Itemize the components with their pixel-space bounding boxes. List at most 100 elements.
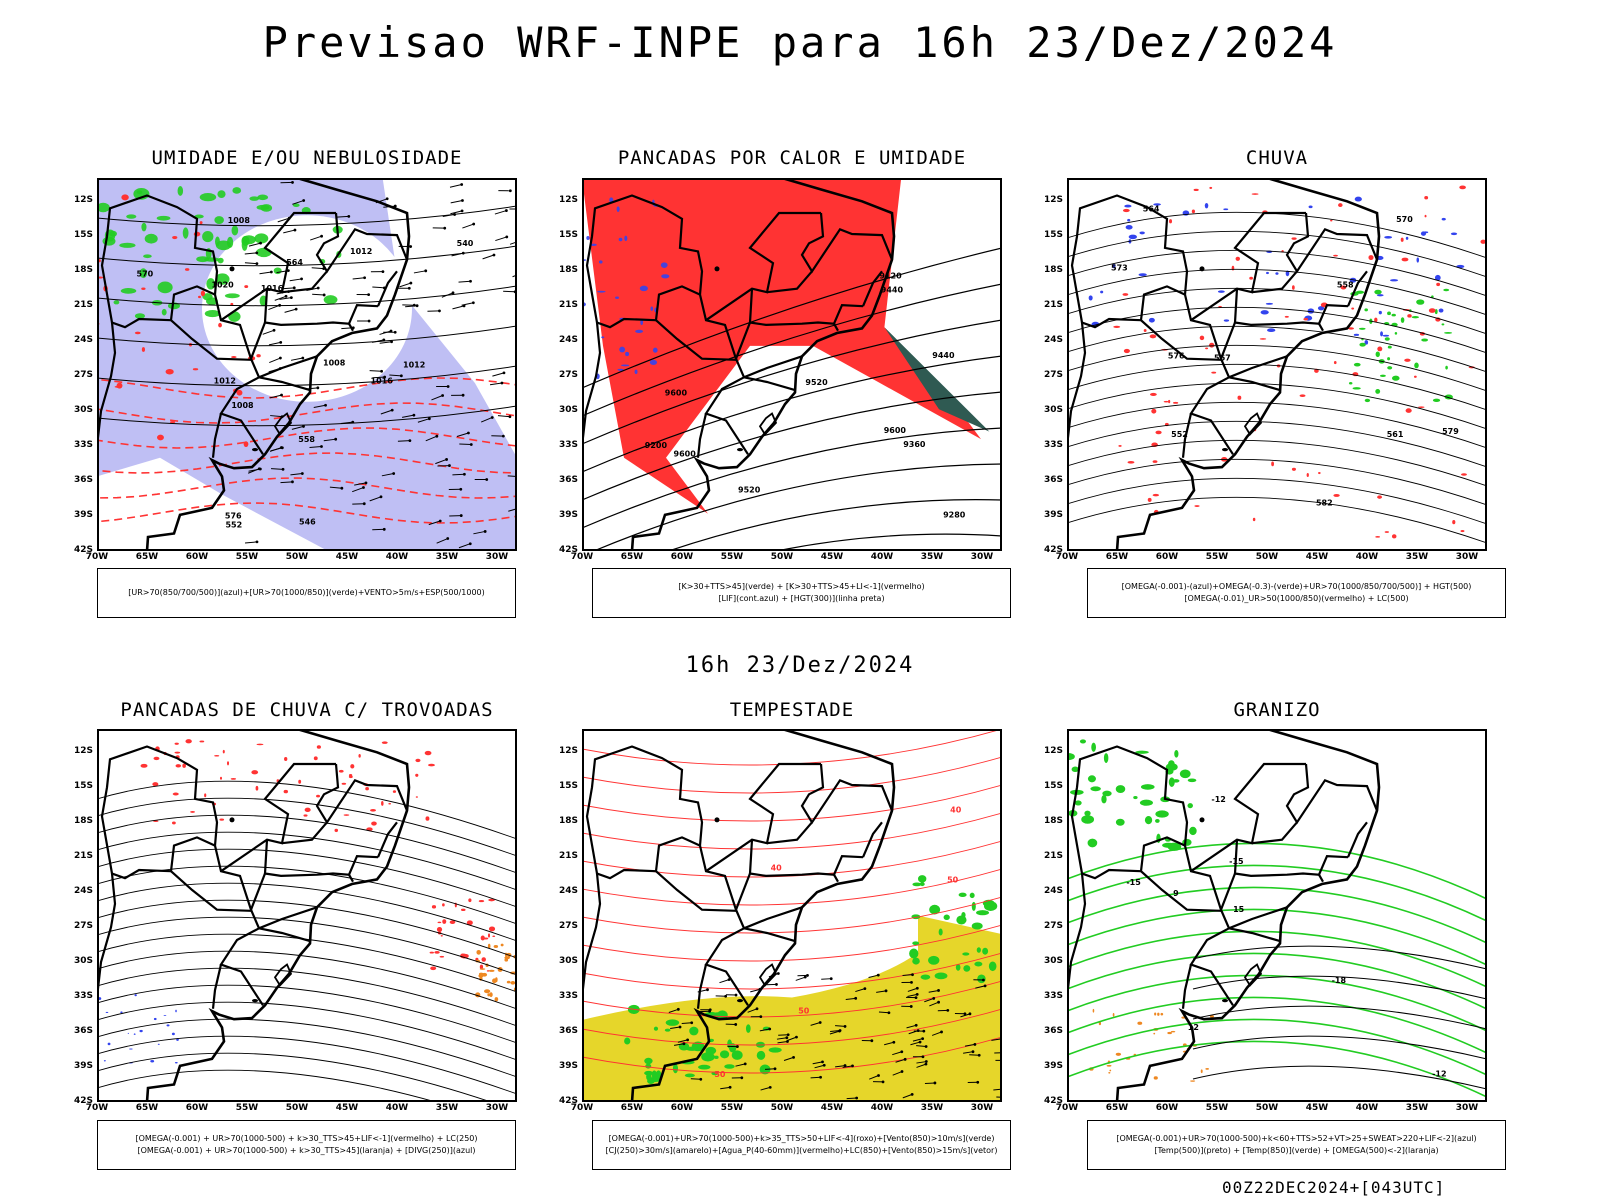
divergence-blue [150, 1060, 155, 1063]
omega-orange [1108, 1071, 1111, 1074]
omega-red [1211, 371, 1217, 374]
isobar [97, 285, 517, 307]
wind-vector [492, 372, 505, 377]
storm-red [140, 763, 148, 768]
wind850-green [655, 1070, 662, 1080]
wind-vector [783, 1056, 794, 1061]
lif-contour [650, 306, 654, 311]
legend-panel-2: [K>30+TTS>45](verde) + [K>30+TTS>45+LI<-… [592, 568, 1011, 618]
omega-red [1348, 327, 1354, 330]
hgt300-isoline [582, 283, 1002, 417]
storm-orange [487, 993, 491, 997]
temp850-green [1174, 750, 1179, 758]
wind-vector-head [792, 1056, 795, 1059]
streamline [97, 1035, 517, 1095]
omega-green [1364, 308, 1368, 312]
wind-vector [436, 538, 448, 544]
political-border [169, 285, 252, 361]
contour-label: 570 [137, 270, 154, 279]
political-border [348, 323, 354, 332]
omega-red [1333, 254, 1338, 257]
lif-contour [601, 336, 605, 339]
storm-orange [494, 997, 499, 1002]
red-contour-blob [192, 368, 199, 371]
storm-red [415, 796, 418, 798]
lon-label: 60W [1155, 1103, 1179, 1113]
omega-orange [1153, 1032, 1156, 1035]
map-frame [582, 729, 1002, 1102]
wind850-green [956, 915, 967, 925]
wind-vector-head [438, 309, 441, 313]
precip-water-isoline [582, 1008, 1002, 1046]
map-trovoadas [97, 729, 517, 1102]
storm-orange [504, 956, 510, 960]
coastline [145, 178, 411, 551]
temp500-isoline [1192, 1005, 1487, 1030]
lat-label: 36S [558, 1026, 578, 1037]
wind-vector-head [843, 1025, 847, 1028]
wind-vector-head [911, 973, 914, 977]
omega-red [1418, 406, 1425, 408]
lon-label: 65W [135, 552, 159, 562]
wind-vector-head [870, 1039, 874, 1043]
storm-red [341, 782, 347, 785]
wind-vector-head [903, 1057, 907, 1061]
lon-label: 30W [1455, 1103, 1479, 1113]
political-border [734, 322, 752, 360]
wind-vector [902, 1093, 913, 1099]
wind-vector [270, 447, 283, 452]
map-tempestade: 50 40 50 50 40 [582, 729, 1002, 1102]
green-contour-blob [139, 268, 148, 279]
wind-vector-head [415, 304, 419, 308]
omega-red [1377, 495, 1383, 499]
streamline [97, 780, 517, 840]
contour-label: -12 [1211, 795, 1225, 804]
storm-red [348, 773, 353, 777]
storm-red [478, 900, 485, 903]
omega-blue [1441, 217, 1446, 221]
omega-green [1387, 345, 1392, 349]
omega-red [1151, 408, 1157, 414]
wind-vector [379, 341, 392, 344]
omega-red [1436, 282, 1441, 287]
lake-marker [229, 266, 235, 272]
red-contour-blob [141, 287, 146, 290]
omega-red [1191, 209, 1196, 214]
wind-vector-head [855, 1096, 859, 1100]
wind-vector-head [876, 973, 880, 977]
wind-vector-head [292, 286, 296, 290]
wind-vector [369, 496, 382, 502]
storm-red [204, 793, 207, 798]
wind-vector-head [255, 540, 259, 544]
wind850-green [912, 957, 920, 965]
precip-water-isoline [582, 1036, 1002, 1074]
isobar [97, 325, 517, 347]
streamline [97, 797, 517, 857]
contour-label: 50 [798, 1007, 810, 1016]
contour-label: 558 [298, 435, 315, 444]
temp850-green [1155, 818, 1160, 823]
lat-label: 12S [1043, 195, 1063, 206]
wind-vector-head [471, 301, 475, 305]
wind-vector-head [983, 984, 987, 988]
omega-orange [1106, 1064, 1112, 1067]
green-contour-blob [156, 215, 171, 221]
temp850-green [1115, 785, 1126, 793]
wind-vector-head [322, 293, 326, 297]
thickness-isoline [97, 477, 517, 499]
red-contour-blob [184, 268, 190, 271]
temp850-green [1074, 800, 1082, 806]
hgt300-isoline [582, 247, 1002, 389]
omega-red [1249, 276, 1253, 280]
lagoon-outline [1243, 963, 1263, 987]
wind-vector-head [300, 277, 303, 281]
lat-label: 21S [73, 300, 93, 311]
storm-red [175, 764, 182, 768]
political-border [654, 836, 737, 912]
omega-blue [1285, 270, 1290, 277]
wind-vector [924, 1082, 935, 1084]
lat-label: 24S [1043, 886, 1063, 897]
green-contour-blob [144, 233, 158, 244]
wind-vector-head [924, 1060, 928, 1063]
wind850-green [955, 964, 961, 971]
